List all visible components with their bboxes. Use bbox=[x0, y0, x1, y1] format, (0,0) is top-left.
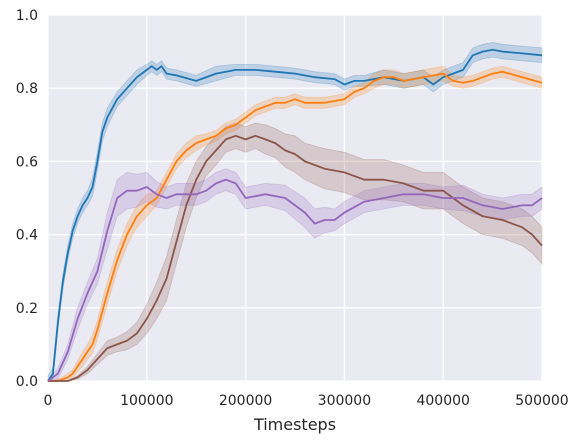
y-tick-label: 1.0 bbox=[16, 8, 38, 24]
x-tick-label: 400000 bbox=[416, 393, 469, 409]
series-1-line bbox=[48, 70, 543, 382]
series-3-line bbox=[47, 178, 543, 382]
y-tick-label: 0.2 bbox=[16, 301, 38, 317]
series-0-line bbox=[47, 48, 543, 382]
x-axis-ticks: 0 100000 200000 300000 400000 500000 bbox=[44, 393, 569, 409]
x-tick-label: 500000 bbox=[515, 393, 568, 409]
series-lines bbox=[47, 48, 543, 382]
series-2-line bbox=[48, 134, 543, 382]
y-tick-label: 0.4 bbox=[16, 228, 38, 244]
x-axis-label: Timesteps bbox=[253, 415, 336, 434]
y-tick-label: 0.8 bbox=[16, 81, 38, 97]
y-axis-ticks: 0.0 0.2 0.4 0.6 0.8 1.0 bbox=[16, 8, 38, 390]
x-tick-label: 200000 bbox=[219, 393, 272, 409]
series-0-band bbox=[47, 41, 543, 382]
x-tick-label: 100000 bbox=[120, 393, 173, 409]
x-tick-label: 0 bbox=[44, 393, 53, 409]
y-tick-label: 0.0 bbox=[16, 374, 38, 390]
x-tick-label: 300000 bbox=[318, 393, 371, 409]
y-tick-label: 0.6 bbox=[16, 154, 38, 170]
